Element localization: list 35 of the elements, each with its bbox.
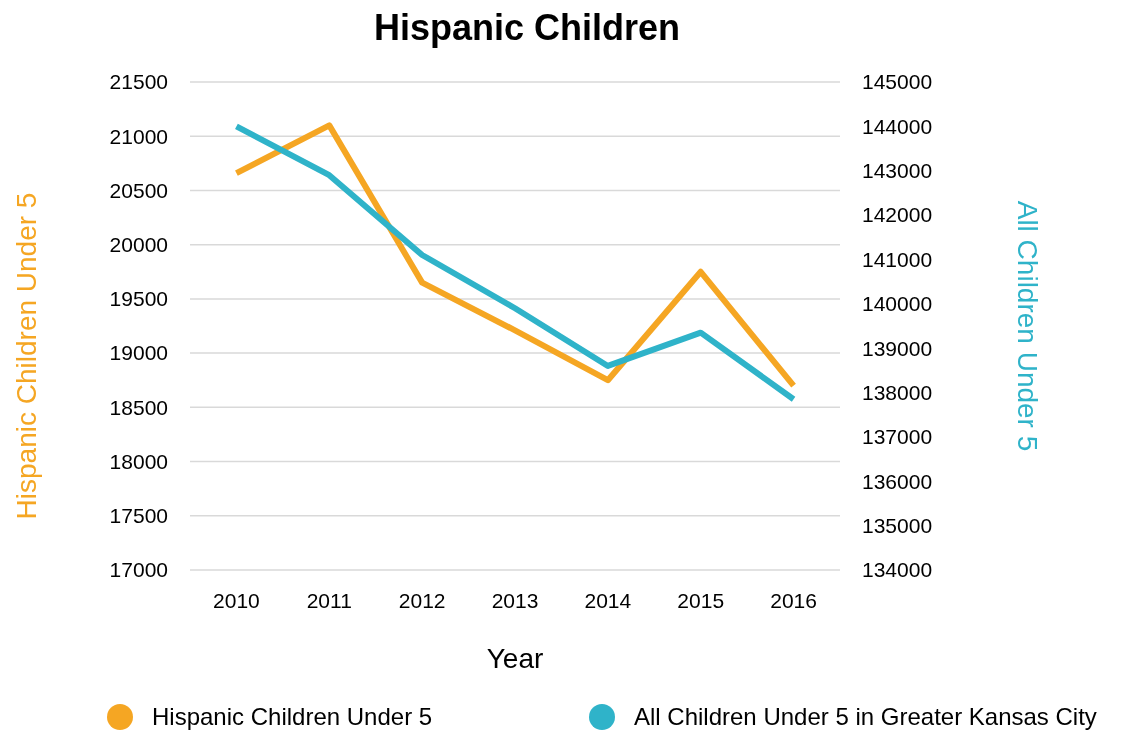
y-tick-label: 18500 <box>109 395 168 419</box>
y2-tick-label: 136000 <box>862 469 933 493</box>
x-tick-label: 2015 <box>677 589 725 612</box>
y2-tick-label: 137000 <box>862 425 933 449</box>
y-tick-label: 17000 <box>109 558 168 582</box>
x-axis-title: Year <box>486 643 544 674</box>
y-tick-label: 19500 <box>109 287 168 311</box>
y-tick-label: 21000 <box>109 124 168 148</box>
y-tick-label: 17500 <box>109 504 168 528</box>
y-tick-label: 20000 <box>109 233 168 257</box>
y2-tick-label: 139000 <box>862 336 933 360</box>
x-tick-label: 2011 <box>306 589 352 612</box>
y2-tick-label: 144000 <box>862 114 933 138</box>
x-tick-label: 2010 <box>213 589 260 612</box>
y-tick-label: 21500 <box>109 70 168 94</box>
y2-tick-label: 135000 <box>862 513 933 537</box>
legend-label: All Children Under 5 in Greater Kansas City <box>634 703 1097 731</box>
legend-label: Hispanic Children Under 5 <box>152 703 433 731</box>
y2-tick-label: 141000 <box>862 247 933 271</box>
x-tick-label: 2013 <box>491 589 539 612</box>
y2-tick-label: 142000 <box>862 203 933 227</box>
y2-tick-label: 140000 <box>862 292 933 316</box>
y2-tick-label: 134000 <box>862 558 933 582</box>
chart-title: Hispanic Children <box>373 7 681 48</box>
x-tick-label: 2012 <box>398 589 446 612</box>
y-tick-label: 19000 <box>109 341 168 365</box>
y2-tick-label: 143000 <box>862 159 933 183</box>
y-tick-label: 20500 <box>109 178 168 202</box>
y-tick-label: 18000 <box>109 449 168 473</box>
x-tick-label: 2014 <box>584 589 632 612</box>
y2-tick-label: 138000 <box>862 380 933 404</box>
y2-axis-title: All Children Under 5 <box>1012 200 1043 452</box>
y-axis-title: Hispanic Children Under 5 <box>11 192 42 520</box>
y2-tick-label: 145000 <box>862 70 933 94</box>
x-tick-label: 2016 <box>770 589 817 612</box>
